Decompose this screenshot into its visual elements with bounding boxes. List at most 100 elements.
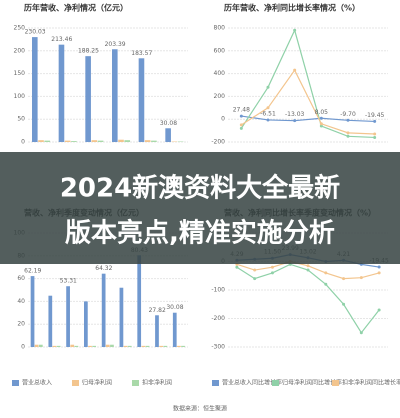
bar [85,56,91,142]
bar [165,128,171,142]
bar [159,345,163,347]
banner-line: 2024新澳资料大全最新 [60,173,340,204]
point [324,271,328,275]
value-label: -19.45 [365,112,385,119]
bar [74,345,79,347]
legend-label: 营业总收入 [22,379,52,387]
y-tick-label: -200 [211,139,225,146]
point [377,271,381,275]
point [270,271,274,275]
banner-bg [0,152,400,264]
point [266,106,270,110]
legend-swatch [332,380,339,386]
point [346,118,350,122]
bar [92,345,97,347]
legend-label: 归母净利润 [82,379,112,387]
point [359,331,363,335]
point [377,265,381,269]
bar [38,140,44,142]
point [306,264,310,268]
point [235,265,239,269]
bar [105,344,110,347]
point [359,276,363,280]
point [373,135,377,139]
chart-title: 历年营收、净利情况（亿元） [24,3,128,13]
point [346,134,350,138]
bar [118,139,124,142]
legend-label: 归母净利润同比增长率 [282,379,342,387]
y-tick-label: 250 [14,25,26,32]
value-label: 203.39 [105,41,126,48]
bar [58,44,65,142]
bar [137,255,142,347]
legend-swatch [72,380,79,386]
point [346,131,350,135]
legend-label: 扣非净利润 [142,379,172,387]
point [239,126,243,130]
point [270,265,274,269]
bar [110,344,114,347]
bar [172,312,177,347]
point [293,119,297,123]
bar [52,345,57,347]
bar [71,141,77,142]
y-tick-label: 0 [21,139,25,146]
y-tick-label: 600 [214,47,226,54]
legend-label: 扣非净利润同比增长率 [342,379,400,387]
value-label: 188.25 [78,48,99,55]
point [239,114,243,118]
bar [144,140,151,142]
point [253,277,257,281]
y-tick-label: 20 [17,321,25,328]
y-tick-label: 200 [214,93,226,100]
legend-label: 营业总收入同比增长率 [222,379,282,387]
bar [151,140,157,142]
legend-swatch [132,380,139,386]
value-label: 230.03 [25,29,46,36]
point [266,118,270,122]
bar [127,345,132,347]
point [342,277,346,281]
bar [38,344,43,347]
y-tick-label: -300 [211,344,225,351]
y-tick-label: 100 [14,93,26,100]
point [319,116,323,120]
point [293,68,297,72]
bar [181,345,185,347]
value-label: 213.46 [51,36,72,43]
bar [163,345,168,347]
value-label: 27.82 [149,307,166,314]
banner-line: 版本亮点,精准实施分析 [64,218,335,249]
line [241,69,375,135]
bar [34,344,39,347]
value-label: -6.51 [260,110,276,117]
value-label: 62.19 [24,268,41,275]
point [253,268,257,272]
source: 数据来源：恒生聚源 [173,405,227,413]
point [324,282,328,286]
value-label: -13.03 [285,111,305,118]
value-label: 64.32 [95,265,112,272]
line [240,28,375,139]
point [239,123,243,127]
bar [141,345,146,347]
y-tick-label: 800 [214,25,226,32]
bar [97,140,104,142]
point [342,302,346,306]
bar [101,273,106,347]
bar [138,58,145,142]
bar [123,345,128,347]
bar [84,301,88,347]
point [306,268,310,272]
line [241,115,375,123]
bar [88,345,92,347]
bar [66,286,70,347]
y-tick-label: 0 [21,344,25,351]
bar [177,345,181,347]
value-label: 30.08 [166,304,183,311]
bar [32,37,38,142]
point [373,132,377,136]
point [377,308,381,312]
value-label: 27.48 [233,107,250,114]
